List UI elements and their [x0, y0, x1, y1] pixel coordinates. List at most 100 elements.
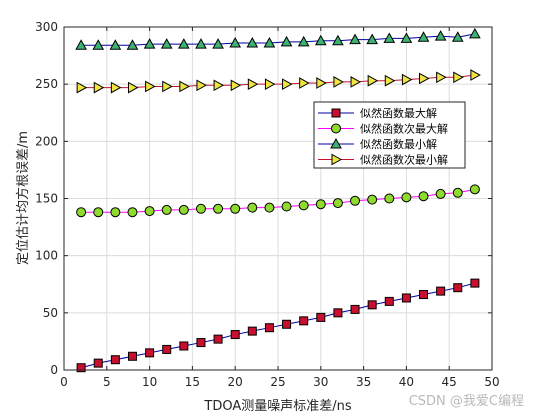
legend-label: 似然函数最小解: [360, 137, 437, 151]
data-point: [162, 344, 172, 354]
legend-marker: [331, 153, 343, 166]
data-point: [110, 81, 122, 94]
data-point: [229, 36, 242, 48]
data-point: [383, 32, 396, 43]
data-point: [299, 77, 310, 89]
series-4: [76, 69, 481, 94]
watermark: CSDN @我爱C编程: [408, 394, 524, 409]
data-point: [470, 278, 480, 288]
x-tick-label: 0: [60, 375, 68, 389]
data-point: [332, 34, 344, 46]
x-tick-label: 40: [399, 375, 414, 389]
data-point: [212, 38, 224, 49]
data-point: [195, 203, 206, 214]
data-point: [282, 319, 292, 329]
data-point: [314, 34, 327, 46]
data-point: [332, 198, 343, 209]
data-point: [401, 192, 412, 203]
legend-item: 似然函数最大解: [318, 106, 437, 120]
series-2: [76, 184, 480, 218]
data-point: [75, 39, 87, 50]
data-point: [469, 27, 481, 39]
data-point: [179, 341, 189, 351]
data-point: [144, 206, 155, 217]
x-tick-label: 20: [228, 375, 243, 389]
data-point: [145, 348, 155, 358]
data-point: [350, 195, 361, 206]
data-point: [230, 330, 240, 340]
x-tick-label: 45: [442, 375, 457, 389]
data-point: [418, 191, 429, 202]
data-point: [417, 31, 430, 42]
data-point: [76, 207, 87, 218]
data-point: [246, 36, 259, 48]
data-point: [161, 204, 172, 215]
legend-label: 似然函数次最小解: [360, 153, 448, 167]
data-point: [93, 81, 105, 94]
data-point: [434, 30, 447, 41]
data-point: [247, 78, 259, 91]
data-point: [333, 76, 344, 88]
data-point: [400, 32, 413, 43]
data-point: [316, 312, 326, 322]
legend-marker: [331, 108, 341, 118]
data-point: [76, 81, 88, 94]
legend-marker: [331, 123, 341, 134]
data-point: [177, 38, 190, 49]
data-point: [195, 38, 207, 49]
x-tick-label: 25: [270, 375, 285, 389]
data-point: [384, 74, 396, 87]
data-point: [349, 33, 361, 45]
data-point: [453, 283, 463, 293]
data-point: [110, 355, 120, 365]
data-point: [470, 69, 481, 81]
x-tick-label: 35: [356, 375, 371, 389]
y-tick-label: 150: [35, 192, 58, 206]
legend-marker: [330, 137, 342, 149]
data-point: [367, 300, 377, 310]
data-point: [451, 31, 464, 42]
data-point: [143, 38, 156, 49]
data-point: [367, 74, 379, 87]
data-point: [435, 188, 446, 199]
data-point: [263, 36, 276, 48]
data-point: [213, 334, 223, 344]
data-point: [93, 358, 103, 368]
x-axis-title: TDOA测量噪声标准差/ns: [203, 399, 351, 414]
series-1: [76, 278, 480, 373]
legend-label: 似然函数最大解: [360, 106, 437, 120]
data-point: [126, 39, 139, 50]
y-tick-label: 0: [50, 363, 58, 377]
data-point: [93, 207, 104, 218]
data-point: [384, 296, 394, 306]
y-tick-label: 300: [35, 20, 58, 34]
x-tick-label: 5: [103, 375, 111, 389]
data-point: [264, 323, 274, 333]
data-point: [247, 202, 258, 213]
data-point: [178, 204, 189, 215]
x-tick-label: 10: [142, 375, 157, 389]
y-tick-label: 100: [35, 249, 58, 263]
data-point: [350, 76, 362, 88]
data-point: [452, 187, 463, 198]
data-point: [436, 286, 446, 296]
data-point: [333, 308, 343, 318]
data-point: [230, 203, 241, 214]
y-tick-label: 50: [43, 306, 58, 320]
data-point: [127, 207, 138, 218]
data-point: [145, 80, 156, 93]
data-point: [436, 71, 447, 84]
data-point: [367, 194, 378, 205]
data-point: [384, 193, 395, 204]
data-point: [366, 33, 379, 45]
data-point: [127, 351, 137, 361]
data-point: [264, 202, 275, 213]
data-point: [92, 39, 105, 50]
x-tick-label: 15: [185, 375, 200, 389]
data-point: [196, 338, 206, 348]
data-point: [316, 77, 327, 89]
data-point: [110, 207, 121, 218]
data-point: [213, 203, 224, 214]
